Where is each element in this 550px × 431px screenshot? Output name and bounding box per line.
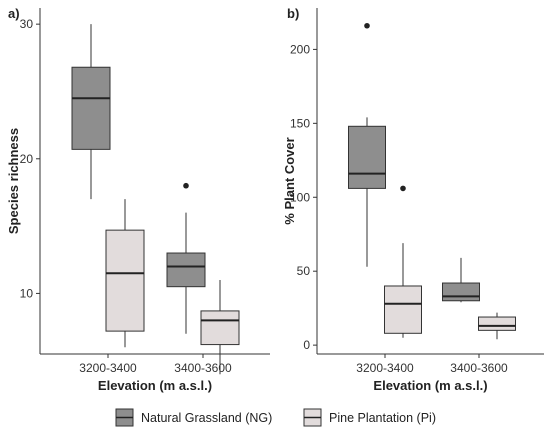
legend-label: Pine Plantation (Pi) — [329, 411, 436, 425]
x-tick-label: 3200-3400 — [356, 361, 414, 375]
x-tick-label: 3400-3600 — [174, 361, 232, 375]
y-tick-label: 0 — [303, 338, 310, 352]
y-axis-title: Species richness — [6, 128, 21, 234]
y-tick-label: 50 — [297, 264, 311, 278]
y-tick-label: 30 — [20, 17, 34, 31]
box — [442, 282, 480, 302]
box — [166, 252, 206, 288]
box — [348, 125, 386, 189]
legend: Natural Grassland (NG) Pine Plantation (P… — [115, 408, 436, 427]
x-axis-title: Elevation (m a.s.l.) — [98, 378, 212, 393]
box — [71, 66, 111, 150]
x-tick-label: 3200-3400 — [79, 361, 137, 375]
y-tick-label: 10 — [20, 286, 34, 300]
y-tick-label: 150 — [290, 116, 310, 130]
y-tick-label: 100 — [290, 190, 310, 204]
legend-label: Natural Grassland (NG) — [141, 411, 272, 425]
y-axis-title: % Plant Cover — [282, 137, 297, 224]
outlier-point — [183, 182, 189, 189]
x-tick-label: 3400-3600 — [450, 361, 508, 375]
outlier-point — [400, 185, 406, 192]
outlier-point — [364, 22, 370, 29]
box — [105, 229, 145, 332]
panel-a: a) 10 20 30 3200-3400 3400-3600 Elevation (m a… — [6, 6, 270, 393]
box — [478, 316, 516, 331]
panel-label: b) — [287, 6, 299, 21]
y-tick-label: 20 — [20, 152, 34, 166]
y-tick-label: 200 — [290, 42, 310, 56]
panel-b: b) 0 50 100 150 200 3200-3400 3400-3600 Elevatio… — [282, 6, 544, 393]
panel-label: a) — [8, 6, 20, 21]
x-axis-title: Elevation (m a.s.l.) — [373, 378, 487, 393]
box — [200, 310, 240, 346]
box — [384, 285, 422, 334]
